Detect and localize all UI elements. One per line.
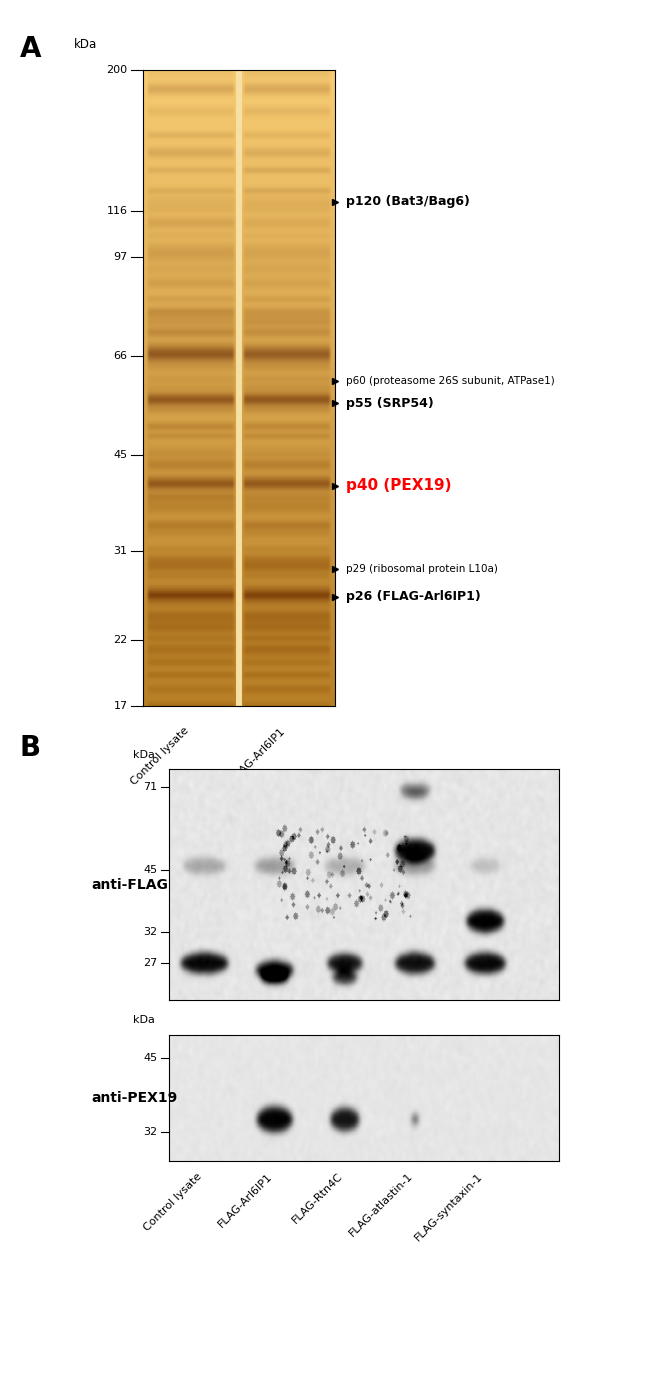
Text: 116: 116 xyxy=(107,206,127,215)
Text: Control lysate: Control lysate xyxy=(142,1171,204,1233)
Text: 66: 66 xyxy=(114,351,127,361)
Text: 32: 32 xyxy=(143,1128,157,1137)
Text: p120 (Bat3/Bag6): p120 (Bat3/Bag6) xyxy=(346,196,470,208)
Text: 71: 71 xyxy=(143,782,157,792)
Text: 97: 97 xyxy=(113,252,127,262)
Text: A: A xyxy=(20,35,41,63)
Text: 32: 32 xyxy=(143,928,157,937)
Text: 27: 27 xyxy=(143,958,157,968)
Text: p60 (proteasome 26S subunit, ATPase1): p60 (proteasome 26S subunit, ATPase1) xyxy=(346,376,555,386)
Text: 200: 200 xyxy=(107,64,127,76)
Text: p40 (PEX19): p40 (PEX19) xyxy=(346,478,452,492)
Text: Control lysate: Control lysate xyxy=(129,726,191,788)
Text: B: B xyxy=(20,734,40,762)
Text: kDa: kDa xyxy=(74,38,98,50)
Text: 17: 17 xyxy=(114,701,127,712)
Text: FLAG-syntaxin-1: FLAG-syntaxin-1 xyxy=(413,1171,485,1244)
Text: anti-FLAG: anti-FLAG xyxy=(91,877,168,893)
Text: p26 (FLAG-Arl6IP1): p26 (FLAG-Arl6IP1) xyxy=(346,590,481,603)
Text: p29 (ribosomal protein L10a): p29 (ribosomal protein L10a) xyxy=(346,564,498,574)
Text: kDa: kDa xyxy=(133,1016,155,1025)
Text: kDa: kDa xyxy=(133,750,155,760)
Text: 45: 45 xyxy=(114,450,127,460)
Text: 45: 45 xyxy=(143,865,157,874)
Text: FLAG-Arl6IP1: FLAG-Arl6IP1 xyxy=(216,1171,274,1230)
Text: anti-PEX19: anti-PEX19 xyxy=(91,1091,177,1105)
Text: 31: 31 xyxy=(114,547,127,557)
Text: FLAG-Rtn4C: FLAG-Rtn4C xyxy=(290,1171,344,1226)
Text: FLAG-Arl6IP1: FLAG-Arl6IP1 xyxy=(229,726,287,783)
Text: p55 (SRP54): p55 (SRP54) xyxy=(346,397,434,410)
Text: FLAG-atlastin-1: FLAG-atlastin-1 xyxy=(347,1171,415,1238)
Text: 22: 22 xyxy=(113,635,127,645)
Text: 45: 45 xyxy=(143,1053,157,1063)
